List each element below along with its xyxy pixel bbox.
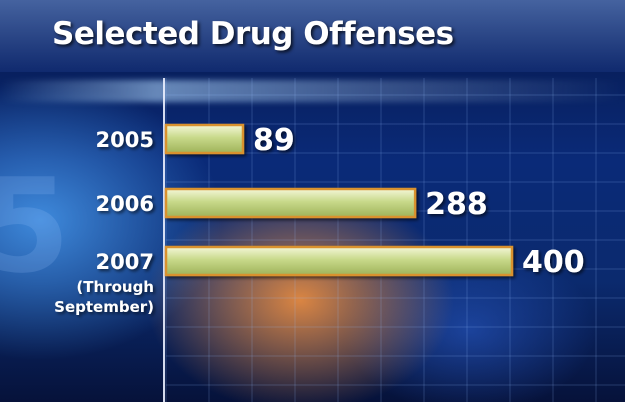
value-label-2006: 288 (425, 187, 488, 222)
category-note-2007: (Through (76, 278, 154, 296)
value-labels: 89 288 400 (253, 123, 585, 280)
value-label-2007: 400 (522, 245, 585, 280)
category-note-2007: September) (54, 298, 154, 316)
chart-title: Selected Drug Offenses (52, 16, 454, 52)
category-label-2007: 2007 (96, 250, 154, 274)
chart-bars (164, 123, 514, 277)
category-label-2005: 2005 (96, 128, 154, 152)
bar-2005 (164, 123, 245, 155)
title-band (0, 0, 625, 72)
background-graphic: 5 (0, 150, 71, 302)
category-label-2006: 2006 (96, 192, 154, 216)
bar-2006 (164, 187, 417, 219)
value-label-2005: 89 (253, 123, 295, 158)
bar-2007 (164, 245, 514, 277)
light-streak (0, 80, 625, 102)
category-labels: 2005 2006 2007 (Through September) (54, 128, 154, 316)
